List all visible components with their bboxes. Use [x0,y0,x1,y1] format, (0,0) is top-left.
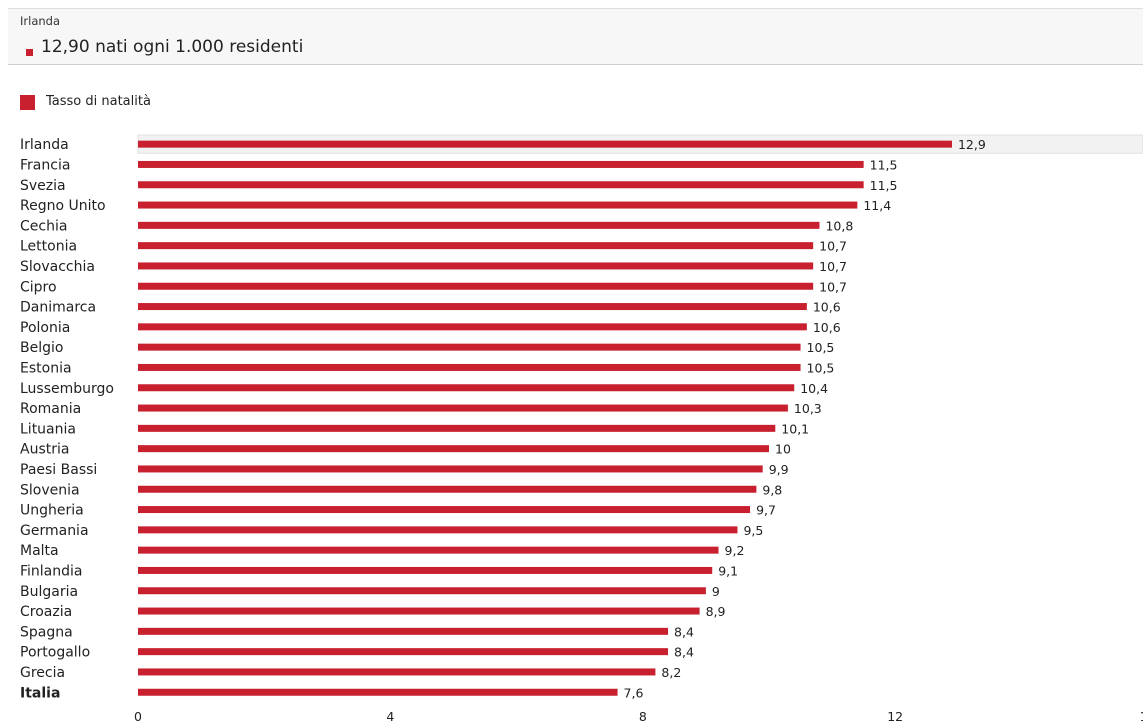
category-label: Cechia [20,218,67,234]
category-label: Lussemburgo [20,381,114,397]
bar[interactable] [138,303,807,311]
data-label: 10,6 [813,320,841,335]
category-label: Lettonia [20,239,77,255]
bar[interactable] [138,587,706,595]
category-label: Estonia [20,360,72,376]
data-label: 10,6 [813,300,841,315]
category-label: Paesi Bassi [20,462,97,478]
bar[interactable] [138,648,669,656]
data-label: 10,1 [781,421,809,436]
bar[interactable] [138,363,801,371]
bar[interactable] [138,323,807,331]
category-label: Svezia [20,178,66,194]
data-label: 10,7 [819,259,847,274]
bar[interactable] [138,668,656,676]
x-tick-label: 16 [1140,709,1143,724]
category-label: Malta [20,543,59,559]
category-label: Bulgaria [20,584,78,600]
tooltip-value: 12,90 nati ogni 1.000 residenti [41,37,304,57]
data-label: 10,3 [794,401,822,416]
data-label: 9,9 [769,462,789,477]
data-label: 9,7 [756,503,776,518]
legend-swatch [20,95,35,110]
data-label: 8,4 [674,624,694,639]
data-label: 11,4 [863,198,891,213]
category-label: Regno Unito [20,198,106,214]
data-label: 8,2 [661,665,681,680]
bar[interactable] [138,506,751,514]
bar[interactable] [138,160,864,168]
data-label: 7,6 [624,685,644,700]
data-label: 10,5 [807,360,835,375]
data-label: 11,5 [870,157,898,172]
data-label: 9,5 [743,523,763,538]
bar[interactable] [138,566,713,574]
tooltip-marker [26,49,33,56]
category-label: Italia [20,685,60,701]
tooltip-country: Irlanda [20,14,60,28]
bar[interactable] [138,201,858,209]
bar[interactable] [138,526,738,534]
category-label: Irlanda [20,137,69,153]
data-label: 8,9 [706,604,726,619]
data-label: 9,2 [725,543,745,558]
bar[interactable] [138,404,788,412]
x-tick-label: 12 [887,709,903,724]
category-label: Germania [20,523,89,539]
bar[interactable] [138,140,952,148]
category-label: Slovenia [20,482,80,498]
x-tick-label: 4 [386,709,394,724]
data-label: 10,7 [819,239,847,254]
data-label: 9,8 [762,482,782,497]
bar[interactable] [138,424,776,432]
bar[interactable] [138,242,814,250]
tooltip-panel: Irlanda 12,90 nati ogni 1.000 residenti [8,8,1143,65]
category-label: Francia [20,157,70,173]
data-label: 8,4 [674,645,694,660]
bar[interactable] [138,343,801,351]
category-label: Spagna [20,624,73,640]
bar[interactable] [138,445,769,453]
bar[interactable] [138,465,763,473]
bar[interactable] [138,181,864,189]
bar[interactable] [138,221,820,229]
data-label: 10,7 [819,279,847,294]
category-label: Polonia [20,320,70,336]
legend-label: Tasso di natalità [46,94,151,109]
data-label: 10,8 [825,218,853,233]
category-label: Cipro [20,279,57,295]
category-label: Finlandia [20,563,83,579]
bar[interactable] [138,485,757,493]
data-label: 10,4 [800,381,828,396]
data-label: 9,1 [718,563,738,578]
category-label: Slovacchia [20,259,95,275]
category-label: Portogallo [20,645,90,661]
category-label: Belgio [20,340,63,356]
data-label: 12,9 [958,137,986,152]
data-label: 10,5 [807,340,835,355]
bar[interactable] [138,688,618,696]
bar[interactable] [138,384,795,392]
bar[interactable] [138,627,669,635]
x-tick-label: 0 [134,709,142,724]
x-tick-label: 8 [639,709,647,724]
category-label: Ungheria [20,503,84,519]
bar[interactable] [138,607,700,615]
category-label: Lituania [20,421,76,437]
category-label: Romania [20,401,81,417]
bar[interactable] [138,262,814,270]
bar[interactable] [138,546,719,554]
data-label: 10 [775,442,791,457]
category-label: Grecia [20,665,65,681]
data-label: 11,5 [870,178,898,193]
bar[interactable] [138,282,814,290]
category-label: Danimarca [20,300,96,316]
data-label: 9 [712,584,720,599]
category-label: Croazia [20,604,72,620]
category-label: Austria [20,442,69,458]
